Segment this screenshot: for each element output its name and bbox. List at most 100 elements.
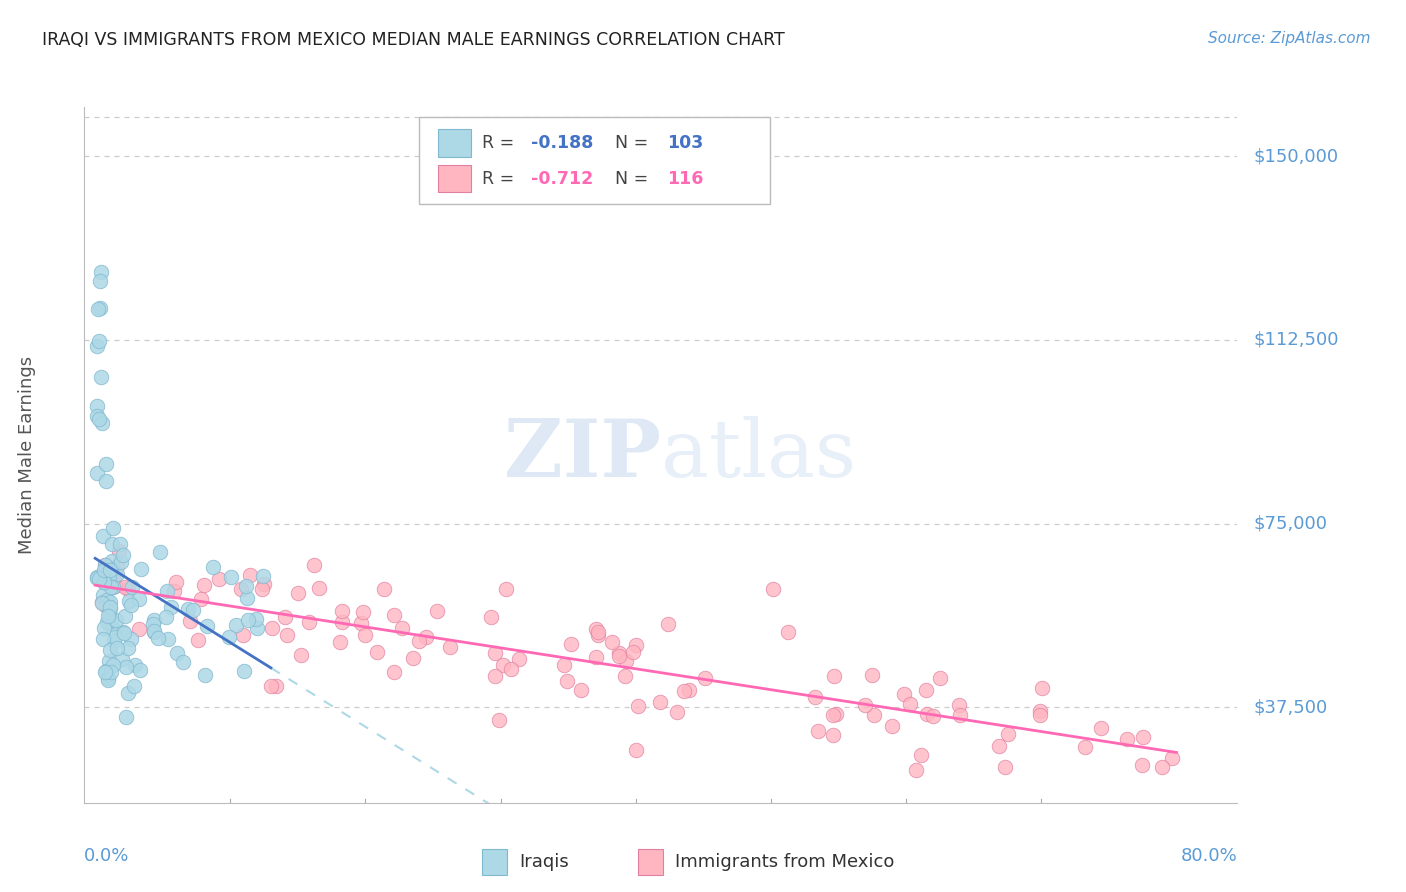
Point [87, 573, 110, 587]
Point [117, 582, 139, 596]
Point [915, 706, 938, 721]
Point [193, 578, 215, 592]
Point [143, 624, 166, 639]
Point [146, 631, 169, 645]
Point [823, 728, 845, 742]
Point [863, 708, 886, 723]
Point [208, 572, 231, 586]
Text: $75,000: $75,000 [1254, 515, 1327, 533]
Point [156, 583, 179, 598]
Point [104, 614, 127, 628]
Point [165, 574, 187, 589]
Text: Immigrants from Mexico: Immigrants from Mexico [675, 853, 894, 871]
Point [103, 630, 125, 644]
Point [929, 671, 952, 685]
Point [108, 536, 131, 550]
Point [762, 582, 785, 596]
Point [107, 566, 129, 581]
Point [114, 580, 136, 594]
Point [235, 591, 257, 606]
Text: Median Male Earnings: Median Male Earnings [18, 356, 35, 554]
Point [588, 627, 610, 641]
Point [508, 652, 530, 666]
Point [308, 581, 330, 595]
Point [142, 613, 165, 627]
Point [804, 690, 827, 705]
Point [673, 684, 696, 698]
Point [898, 697, 921, 711]
Point [195, 618, 218, 632]
Point [807, 724, 830, 739]
Point [190, 592, 212, 607]
Point [121, 580, 143, 594]
Text: Source: ZipAtlas.com: Source: ZipAtlas.com [1208, 31, 1371, 46]
Text: $112,500: $112,500 [1254, 331, 1339, 349]
Point [117, 640, 139, 655]
Point [276, 627, 298, 641]
Point [1152, 760, 1174, 774]
Point [569, 683, 592, 698]
Text: N =: N = [614, 135, 654, 153]
Point [253, 576, 276, 591]
Point [93, 558, 115, 573]
Point [260, 620, 283, 634]
Point [93, 558, 115, 573]
Point [402, 651, 425, 665]
Point [330, 604, 353, 618]
Point [225, 618, 247, 632]
Point [855, 698, 877, 713]
Point [382, 607, 405, 622]
Point [124, 658, 146, 673]
Point [112, 548, 135, 562]
Point [290, 648, 312, 663]
Point [122, 679, 145, 693]
Point [627, 698, 650, 713]
Point [93, 574, 115, 589]
Point [1160, 751, 1182, 765]
Point [218, 630, 240, 644]
Text: atlas: atlas [661, 416, 856, 494]
Point [160, 600, 183, 615]
Point [98, 595, 121, 609]
Text: R =: R = [482, 135, 520, 153]
Point [96, 592, 118, 607]
Point [94, 598, 117, 612]
Point [94, 665, 117, 679]
Point [90, 265, 112, 279]
Point [439, 640, 461, 654]
Point [1130, 758, 1153, 772]
Point [111, 651, 134, 665]
Point [479, 610, 502, 624]
Point [921, 709, 943, 723]
FancyBboxPatch shape [638, 848, 664, 875]
Point [98, 599, 121, 614]
Point [915, 682, 938, 697]
Point [236, 613, 259, 627]
Point [120, 632, 142, 646]
Point [614, 669, 637, 683]
Point [298, 615, 321, 630]
Point [155, 610, 177, 624]
Point [1132, 730, 1154, 744]
Point [1115, 732, 1137, 747]
Point [264, 679, 287, 693]
Point [366, 645, 388, 659]
Text: $37,500: $37,500 [1254, 698, 1327, 716]
Point [114, 608, 136, 623]
Point [329, 635, 352, 649]
Point [97, 673, 120, 688]
Point [103, 634, 125, 648]
Point [893, 687, 915, 701]
Point [112, 626, 135, 640]
Point [246, 621, 269, 635]
Point [201, 560, 224, 574]
Point [614, 654, 637, 668]
Point [103, 520, 125, 534]
Point [93, 621, 115, 635]
Point [86, 399, 108, 413]
Point [115, 660, 138, 674]
Point [221, 570, 243, 584]
Text: N =: N = [614, 169, 654, 187]
Point [949, 707, 972, 722]
Point [86, 301, 108, 316]
